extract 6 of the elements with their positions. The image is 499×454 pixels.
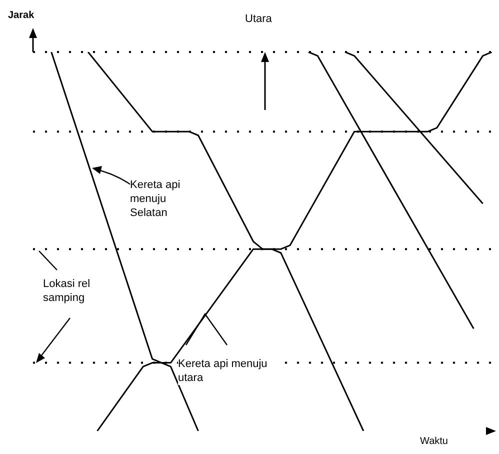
annotation: Lokasi rel samping	[43, 277, 105, 305]
text: Utara	[245, 12, 305, 26]
x-axis-title: Waktu	[420, 436, 448, 447]
annotation: Kereta api menuju Selatan	[130, 178, 194, 220]
y-axis-title: Jarak	[8, 10, 34, 21]
annotation: Kereta api menuju utara	[178, 357, 282, 385]
